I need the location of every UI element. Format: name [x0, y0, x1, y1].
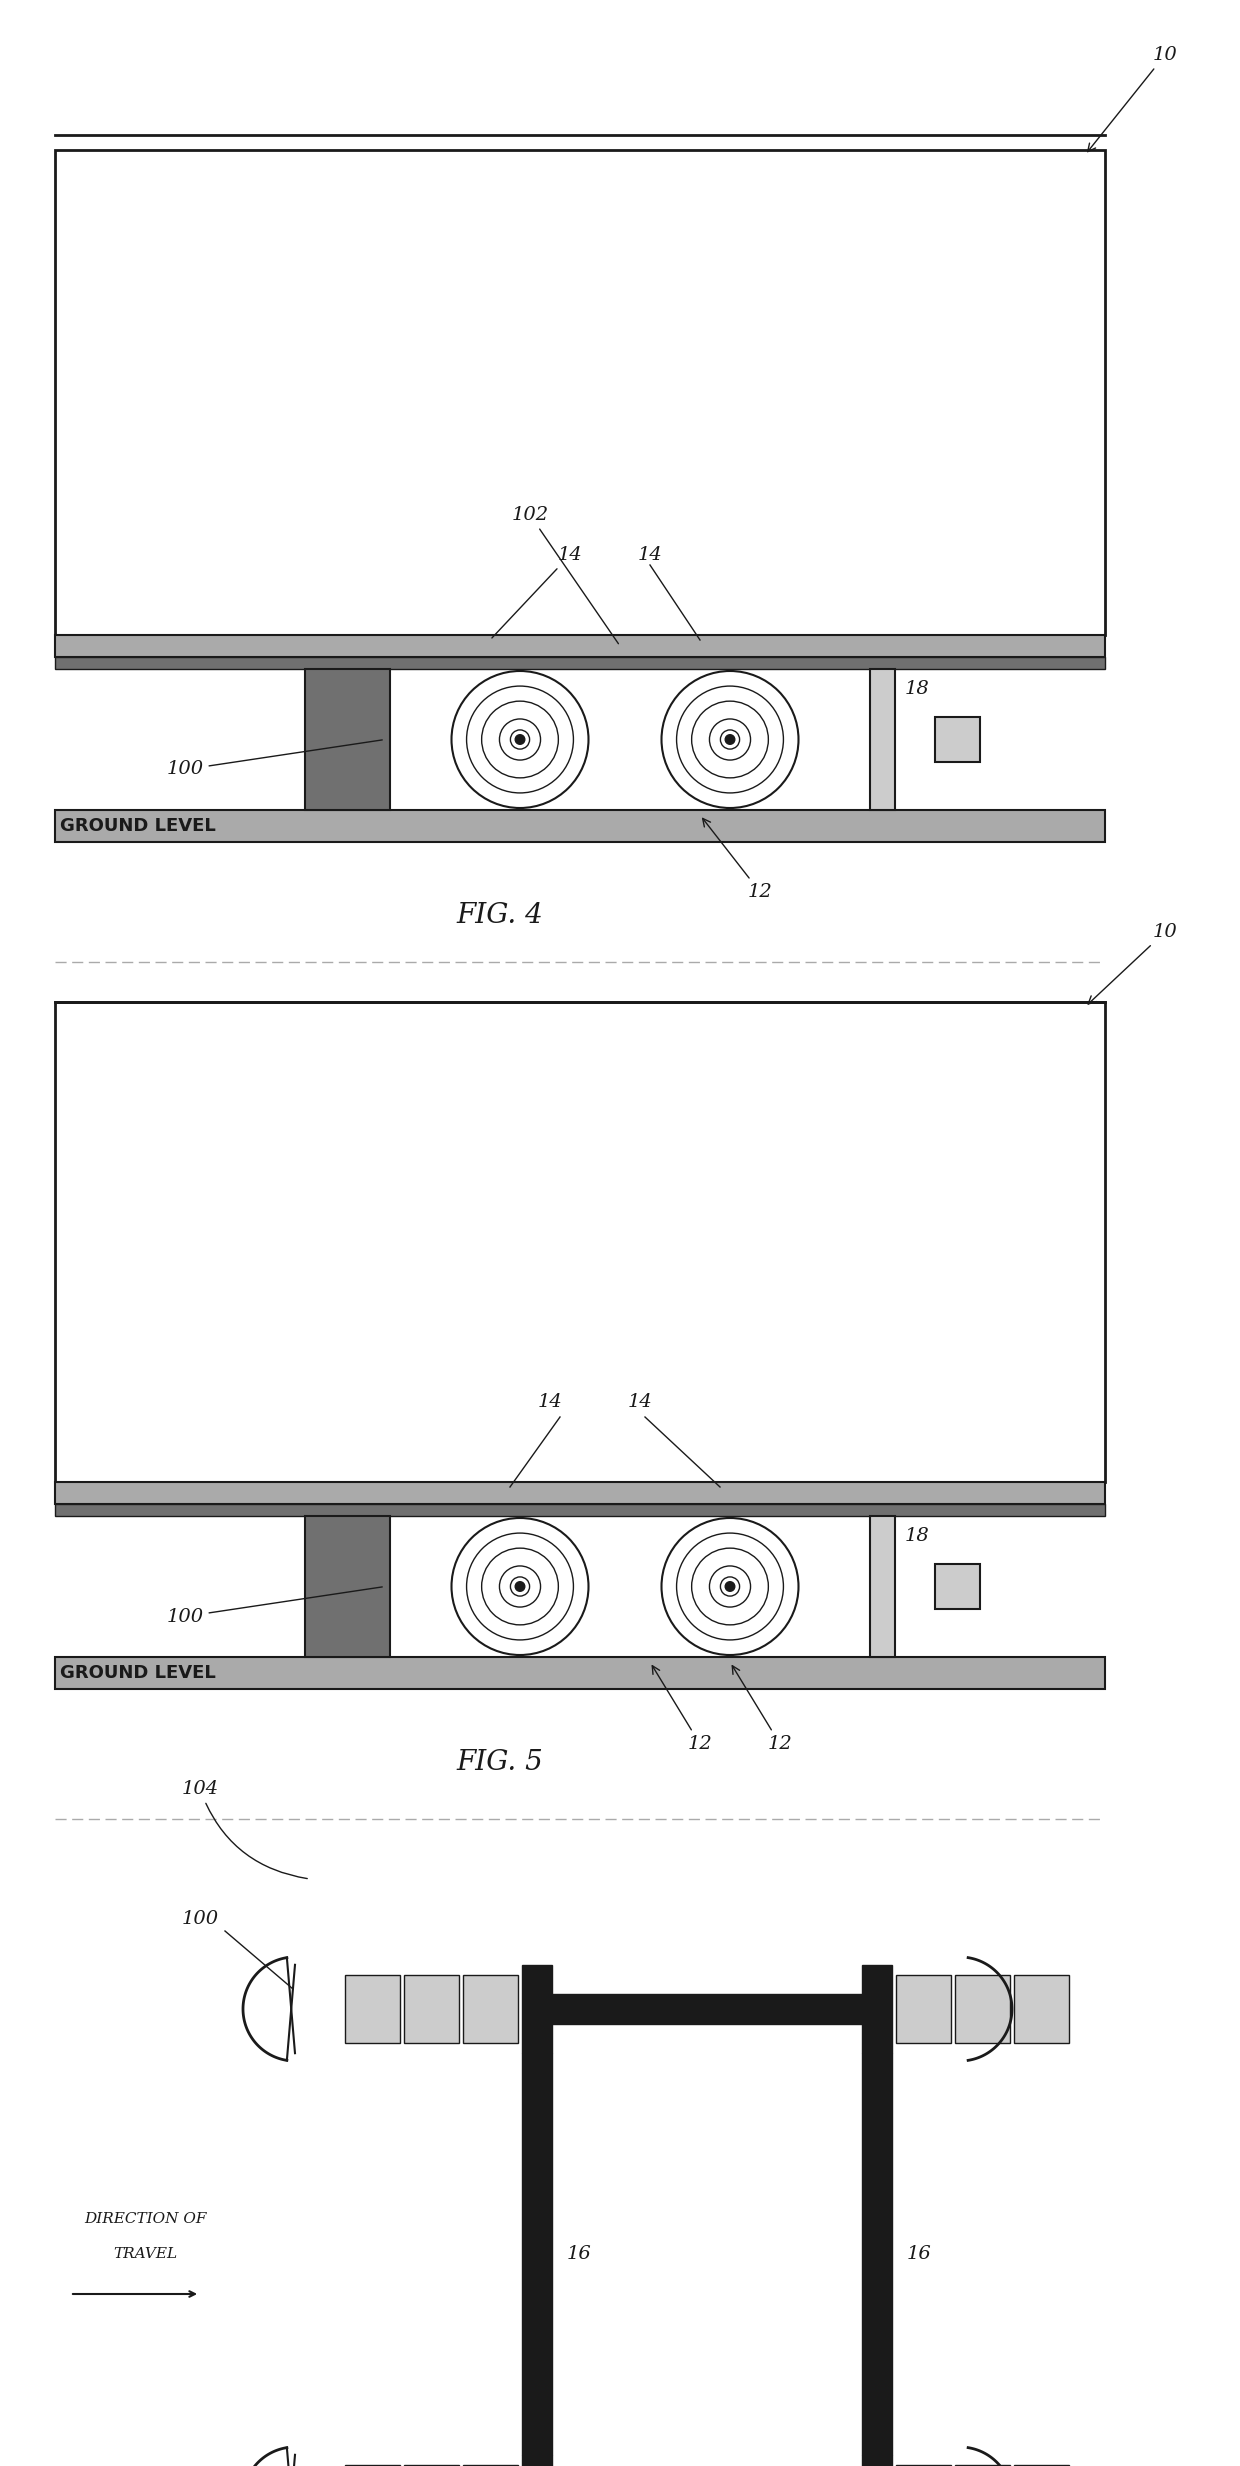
Bar	[305, 668, 391, 809]
Text: FIG. 5: FIG. 5	[456, 1748, 543, 1776]
Bar	[55, 150, 1105, 636]
Text: 100: 100	[166, 740, 382, 779]
Bar	[55, 1504, 1105, 1517]
Bar	[862, 1965, 892, 2054]
Bar	[55, 636, 1105, 656]
Bar	[404, 1975, 459, 2042]
Bar	[463, 1975, 518, 2042]
Bar	[870, 1517, 895, 1657]
Bar	[522, 2054, 552, 2456]
Text: 18: 18	[905, 681, 930, 698]
Text: 100: 100	[181, 1911, 218, 1928]
Text: GROUND LEVEL: GROUND LEVEL	[60, 816, 216, 836]
Bar	[345, 1975, 401, 2042]
Bar	[55, 1657, 1105, 1689]
Text: 12: 12	[652, 1665, 712, 1753]
Circle shape	[515, 1581, 525, 1591]
Bar	[522, 2456, 552, 2466]
Bar	[862, 2054, 892, 2456]
Text: DIRECTION OF: DIRECTION OF	[84, 2212, 206, 2227]
Text: GROUND LEVEL: GROUND LEVEL	[60, 1665, 216, 1682]
Bar	[1014, 1975, 1069, 2042]
Bar	[552, 1995, 862, 2025]
Text: 14: 14	[637, 545, 662, 565]
Text: 102: 102	[511, 506, 619, 644]
Text: 18: 18	[905, 1526, 930, 1546]
Text: 12: 12	[703, 819, 773, 900]
Circle shape	[725, 1581, 735, 1591]
Bar	[955, 1975, 1011, 2042]
Text: 16: 16	[906, 2244, 931, 2264]
Text: 14: 14	[627, 1393, 652, 1411]
Bar	[862, 2456, 892, 2466]
Text: 14: 14	[492, 545, 583, 639]
Bar	[522, 1965, 552, 2054]
Bar	[55, 656, 1105, 668]
Text: 100: 100	[166, 1588, 382, 1625]
Bar	[55, 809, 1105, 841]
Bar	[935, 718, 980, 762]
Text: 16: 16	[567, 2244, 591, 2264]
Text: 14: 14	[538, 1393, 563, 1411]
Circle shape	[515, 735, 525, 745]
Bar	[897, 1975, 951, 2042]
Text: TRAVEL: TRAVEL	[113, 2247, 177, 2261]
Text: 12: 12	[733, 1665, 792, 1753]
Text: FIG. 4: FIG. 4	[456, 903, 543, 930]
Bar	[55, 1482, 1105, 1504]
Bar	[55, 1001, 1105, 1482]
Text: 10: 10	[1089, 922, 1177, 1004]
Text: 104: 104	[181, 1780, 308, 1879]
Bar	[935, 1563, 980, 1608]
Bar	[305, 1517, 391, 1657]
Text: 10: 10	[1087, 47, 1177, 150]
Circle shape	[725, 735, 735, 745]
Bar	[870, 668, 895, 809]
